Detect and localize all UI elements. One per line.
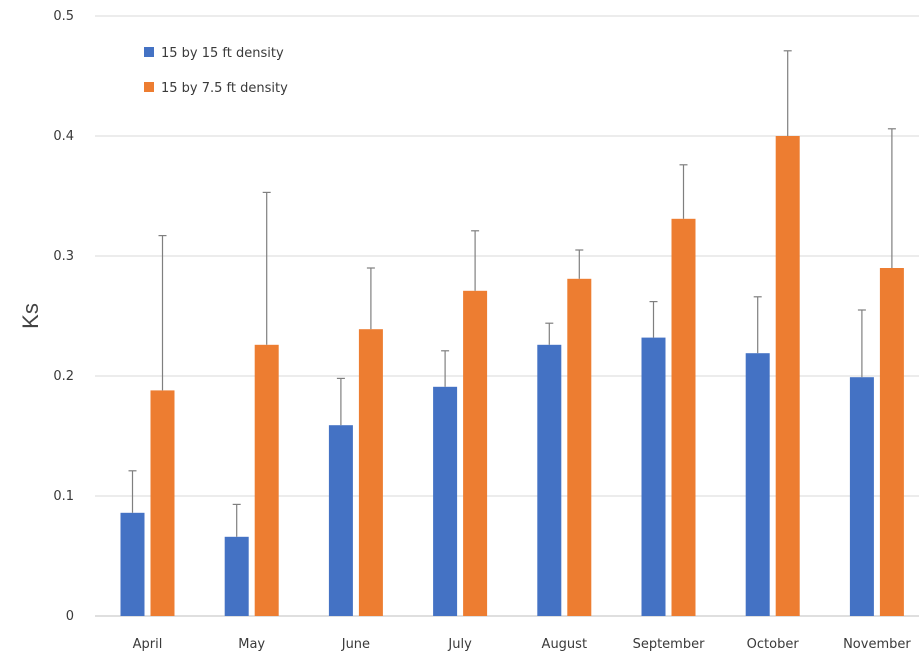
y-tick-label: 0.4 (53, 129, 74, 144)
x-axis-ticks: April May June July August September October No… (133, 637, 912, 652)
bar (567, 278, 592, 616)
bar (224, 536, 249, 616)
y-tick-label: 0.3 (53, 249, 74, 264)
legend: 15 by 15 ft density 15 by 7.5 ft density (144, 46, 288, 96)
legend-label: 15 by 7.5 ft density (161, 81, 288, 96)
bar (775, 136, 800, 616)
bar (641, 337, 666, 616)
bar (358, 329, 383, 616)
y-tick-label: 0.1 (53, 489, 74, 504)
y-tick-label: 0.5 (53, 9, 74, 24)
x-tick-label: August (542, 637, 588, 652)
bar (150, 390, 175, 616)
x-tick-label: June (341, 637, 370, 652)
y-tick-label: 0.2 (53, 369, 74, 384)
legend-label: 15 by 15 ft density (161, 46, 284, 61)
bars (120, 50, 904, 617)
x-tick-label: May (238, 637, 265, 652)
x-tick-label: July (447, 637, 472, 652)
bar (537, 344, 562, 616)
bar (328, 425, 353, 616)
x-tick-label: April (133, 637, 163, 652)
legend-swatch (144, 47, 154, 57)
bar (433, 386, 458, 616)
y-tick-label: 0 (66, 609, 74, 624)
bar (849, 377, 874, 616)
bar (745, 353, 770, 616)
bar (879, 268, 904, 616)
bar (120, 512, 145, 616)
x-tick-label: November (843, 637, 911, 652)
bar (671, 218, 696, 617)
y-axis-ticks: 0 0.1 0.2 0.3 0.4 0.5 (53, 9, 74, 624)
x-tick-label: October (747, 637, 800, 652)
legend-swatch (144, 82, 154, 92)
y-axis-label: Ks (18, 303, 43, 329)
bar (463, 290, 488, 616)
x-tick-label: September (633, 637, 706, 652)
bar (254, 344, 279, 616)
